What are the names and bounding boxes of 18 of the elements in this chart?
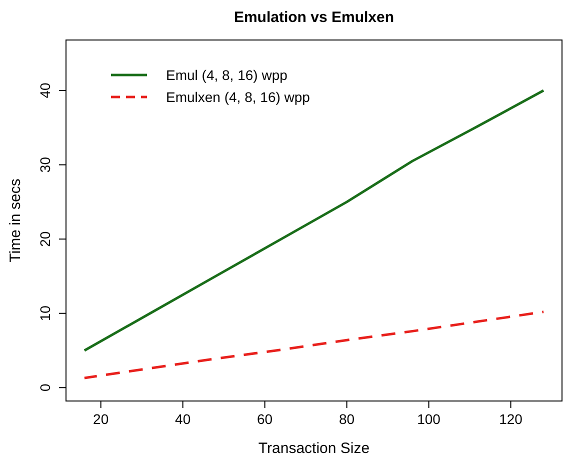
legend-label: Emulxen (4, 8, 16) wpp — [166, 89, 310, 105]
x-tick-label: 120 — [499, 411, 523, 427]
y-tick-label: 20 — [37, 231, 53, 247]
chart-title: Emulation vs Emulxen — [234, 9, 394, 26]
x-tick-label: 40 — [175, 411, 191, 427]
line-series — [83, 310, 545, 380]
y-tick-label: 40 — [37, 82, 53, 98]
x-axis-title: Transaction Size — [258, 440, 370, 457]
x-tick-label: 100 — [417, 411, 441, 427]
x-tick-label: 80 — [339, 411, 355, 427]
x-tick-label: 20 — [93, 411, 109, 427]
y-tick-label: 30 — [37, 156, 53, 173]
y-tick-label: 0 — [37, 384, 53, 392]
y-tick-label: 10 — [37, 305, 53, 322]
line-series — [83, 89, 545, 352]
y-axis-title: Time in secs — [7, 178, 24, 262]
x-tick-label: 60 — [257, 411, 273, 427]
legend-label: Emul (4, 8, 16) wpp — [166, 67, 288, 83]
